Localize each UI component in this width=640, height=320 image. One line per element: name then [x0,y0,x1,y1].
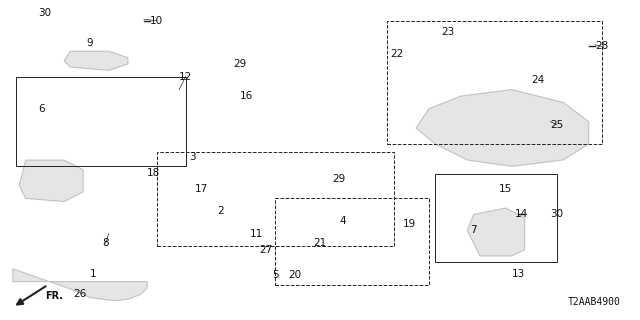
Polygon shape [19,160,83,202]
Text: 17: 17 [195,184,208,194]
Text: 14: 14 [515,209,528,220]
Text: 13: 13 [512,268,525,279]
Text: 12: 12 [179,72,192,82]
Text: 27: 27 [259,244,272,255]
Text: 9: 9 [86,38,93,48]
Text: 10: 10 [150,16,163,26]
Text: 8: 8 [102,238,109,248]
Text: 21: 21 [314,238,326,248]
Text: 3: 3 [189,152,195,162]
Polygon shape [467,208,525,256]
Text: 1: 1 [90,268,96,279]
Polygon shape [13,269,147,301]
Text: 29: 29 [333,174,346,184]
Text: 20: 20 [288,270,301,280]
Text: 25: 25 [550,120,563,130]
Text: 15: 15 [499,184,512,194]
Text: 28: 28 [595,41,608,52]
Text: 30: 30 [38,8,51,18]
Text: 5: 5 [272,270,278,280]
Text: 18: 18 [147,168,160,178]
Text: 22: 22 [390,49,403,60]
Text: FR.: FR. [45,291,63,301]
Text: 6: 6 [38,104,45,114]
Text: 16: 16 [240,91,253,101]
Text: 29: 29 [234,59,246,69]
Text: 26: 26 [74,289,86,300]
Text: T2AAB4900: T2AAB4900 [568,297,621,307]
Text: 4: 4 [339,216,346,226]
Text: 7: 7 [470,225,477,236]
Text: 30: 30 [550,209,563,220]
Text: 2: 2 [218,206,224,216]
Text: 11: 11 [250,228,262,239]
Polygon shape [416,90,589,166]
Text: 19: 19 [403,219,416,229]
Polygon shape [64,51,128,70]
Text: 24: 24 [531,75,544,85]
Text: 23: 23 [442,27,454,37]
